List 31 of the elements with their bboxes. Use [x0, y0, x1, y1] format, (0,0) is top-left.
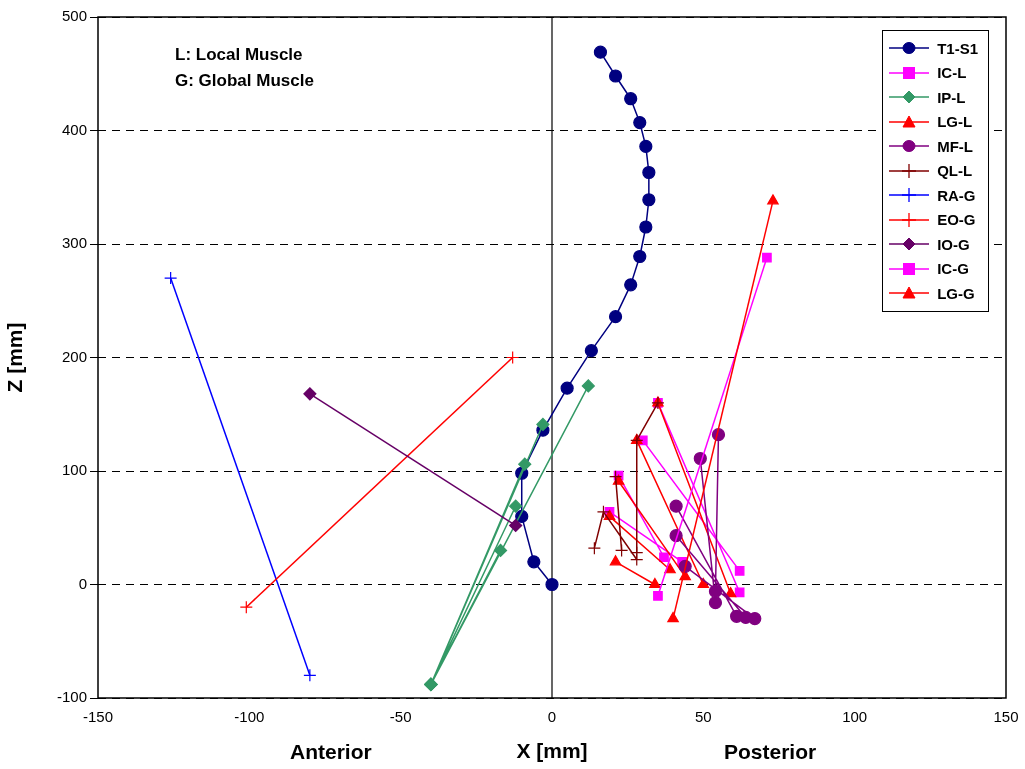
- y-tick-label: 0: [78, 574, 87, 592]
- x-tick-label: 100: [842, 708, 868, 726]
- x-tick-label: 0: [547, 708, 557, 726]
- legend-label: IO-G: [937, 235, 970, 253]
- x-tick-label: -150: [82, 708, 114, 726]
- legend-label: LG-L: [937, 113, 973, 131]
- y-axis-title: Z [mm]: [3, 322, 27, 393]
- legend-label: T1-S1: [937, 39, 978, 57]
- x-tick-label: 50: [694, 708, 712, 726]
- x-tick-label: 150: [993, 708, 1019, 726]
- y-tick-label: 400: [61, 120, 87, 138]
- x-tick-label: -100: [234, 708, 265, 726]
- legend-label: LG-G: [937, 284, 975, 302]
- y-tick-label: 100: [61, 461, 87, 479]
- legend-label: MF-L: [937, 137, 973, 155]
- annotation: L: Local Muscle: [175, 44, 303, 64]
- legend-label: IC-L: [937, 64, 967, 82]
- annotation: G: Global Muscle: [175, 70, 314, 90]
- legend-label: EO-G: [937, 211, 976, 229]
- y-tick-label: -100: [56, 688, 87, 706]
- x-tick-label: -50: [389, 708, 412, 726]
- legend-label: QL-L: [937, 162, 973, 180]
- text: Anterior: [290, 740, 372, 764]
- text: Posterior: [724, 740, 817, 764]
- y-tick-label: 500: [61, 7, 87, 25]
- y-tick-label: 300: [61, 234, 87, 252]
- x-axis-title: X [mm]: [516, 739, 588, 763]
- y-tick-label: 200: [61, 347, 87, 365]
- legend-label: IC-G: [937, 260, 969, 278]
- legend-label: RA-G: [937, 186, 976, 204]
- legend-label: IP-L: [937, 88, 966, 106]
